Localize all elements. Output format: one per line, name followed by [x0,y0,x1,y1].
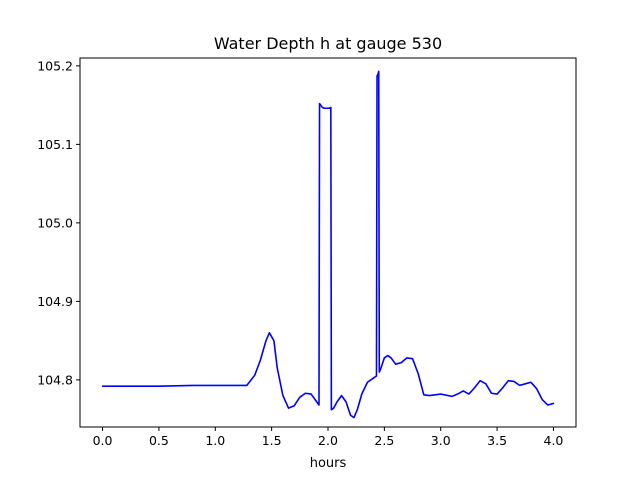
y-tick-label: 105.1 [37,137,73,152]
y-tick-label: 105.2 [37,58,73,73]
y-tick-label: 104.8 [37,372,73,387]
x-tick-label: 4.0 [544,433,564,448]
x-tick-label: 1.5 [262,433,282,448]
chart-title: Water Depth h at gauge 530 [214,34,442,53]
x-axis-label: hours [310,456,347,471]
x-tick-label: 2.0 [318,433,338,448]
x-tick-label: 0.0 [93,433,113,448]
x-tick-label: 0.5 [149,433,169,448]
y-tick-label: 104.9 [37,294,73,309]
y-tick-label: 105.0 [37,215,73,230]
x-tick-label: 3.0 [431,433,451,448]
x-tick-label: 3.5 [487,433,507,448]
series-line-0 [101,70,555,419]
x-tick-label: 2.5 [374,433,394,448]
plot-area: 0.0 0.5 1.0 1.5 2.0 2.5 3.0 3.5 4.0 104.8 104.9 105… [37,57,577,448]
x-tick-label: 1.0 [205,433,225,448]
